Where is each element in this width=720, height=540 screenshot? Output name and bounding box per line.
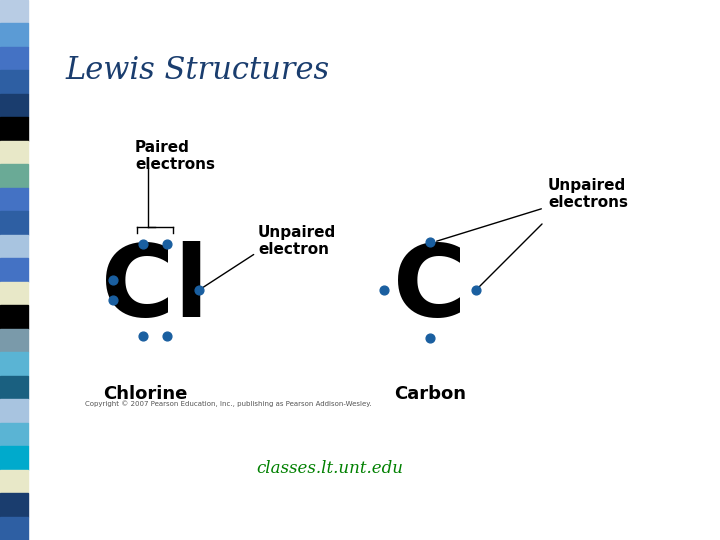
- Point: [161, 240, 173, 248]
- Bar: [0, 352, 28, 376]
- Point: [193, 286, 204, 294]
- Point: [161, 332, 173, 340]
- Bar: [0, 0, 28, 23]
- Point: [138, 332, 149, 340]
- Bar: [0, 470, 28, 493]
- Bar: [0, 258, 28, 282]
- Text: Lewis Structures: Lewis Structures: [65, 55, 329, 86]
- Point: [424, 238, 436, 246]
- Point: [424, 334, 436, 342]
- Point: [107, 276, 119, 285]
- Bar: [0, 235, 28, 258]
- Bar: [0, 376, 28, 399]
- Bar: [0, 423, 28, 446]
- Point: [378, 286, 390, 294]
- Point: [470, 286, 482, 294]
- Bar: [0, 517, 28, 540]
- Bar: [0, 117, 28, 141]
- Bar: [0, 399, 28, 423]
- Bar: [0, 164, 28, 188]
- Bar: [0, 23, 28, 47]
- Text: C: C: [393, 241, 467, 339]
- Text: Cl: Cl: [102, 241, 209, 339]
- Bar: [0, 141, 28, 164]
- Text: classes.lt.unt.edu: classes.lt.unt.edu: [256, 460, 403, 477]
- Text: Unpaired
electron: Unpaired electron: [258, 225, 336, 258]
- Bar: [0, 70, 28, 94]
- Text: Copyright © 2007 Pearson Education, Inc., publishing as Pearson Addison-Wesley.: Copyright © 2007 Pearson Education, Inc.…: [85, 400, 372, 407]
- Bar: [0, 329, 28, 352]
- Bar: [0, 305, 28, 329]
- Text: Unpaired
electrons: Unpaired electrons: [548, 178, 628, 211]
- Bar: [0, 94, 28, 117]
- Text: Carbon: Carbon: [394, 385, 466, 403]
- Bar: [0, 211, 28, 235]
- Bar: [0, 188, 28, 211]
- Text: Paired
electrons: Paired electrons: [135, 140, 215, 172]
- Bar: [0, 493, 28, 517]
- Point: [107, 296, 119, 305]
- Point: [138, 240, 149, 248]
- Bar: [0, 446, 28, 470]
- Text: Chlorine: Chlorine: [103, 385, 187, 403]
- Bar: [0, 47, 28, 70]
- Bar: [0, 282, 28, 305]
